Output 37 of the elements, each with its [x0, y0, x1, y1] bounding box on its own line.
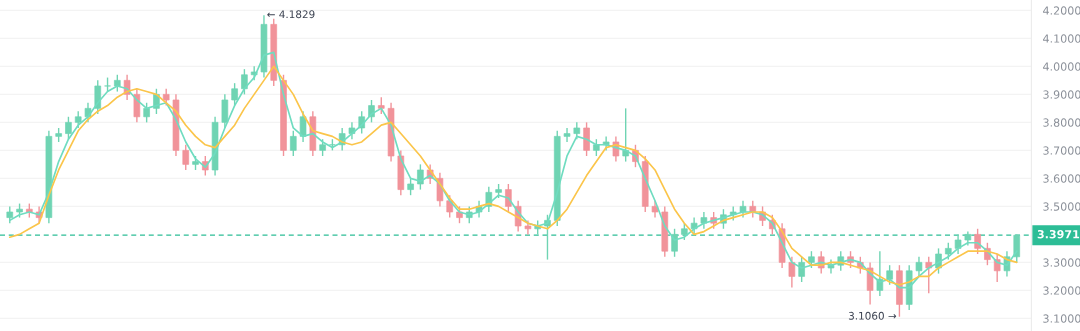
candlestick	[1013, 233, 1021, 264]
y-tick-label: 3.5000	[1043, 202, 1080, 211]
candlestick	[143, 102, 150, 124]
candlestick	[788, 256, 796, 289]
candlestick	[231, 82, 238, 107]
y-tick-label: 3.3000	[1043, 258, 1080, 267]
y-tick-label: 3.8000	[1043, 118, 1080, 127]
candlestick	[798, 256, 805, 283]
candlestick	[241, 68, 248, 96]
candlestick	[133, 88, 141, 124]
annotation: 3.1060 →	[848, 311, 897, 320]
candlestick	[65, 116, 72, 140]
candlestick	[886, 264, 893, 286]
candlestick	[299, 110, 307, 143]
y-tick-label: 4.1000	[1043, 34, 1080, 43]
candlestick	[221, 93, 229, 129]
candlestick	[876, 250, 884, 297]
y-tick-label: 3.1000	[1043, 314, 1080, 323]
candlestick	[583, 121, 590, 157]
y-tick-label: 3.7000	[1043, 146, 1080, 155]
candlestick	[622, 107, 629, 163]
candlestick	[915, 256, 923, 278]
y-tick-label: 3.9000	[1043, 90, 1080, 99]
candlestick	[290, 130, 297, 157]
candlestick	[671, 228, 678, 258]
candlestick	[954, 233, 962, 255]
ref-line-label: 3.3971	[1037, 230, 1080, 239]
candlestick	[925, 256, 933, 294]
y-tick-label: 3.6000	[1043, 174, 1080, 183]
candlestick	[417, 163, 424, 191]
y-tick-label: 4.0000	[1043, 62, 1080, 71]
candlestick	[182, 144, 190, 171]
annotation: ← 4.1829	[267, 10, 315, 19]
y-tick-label: 4.2000	[1043, 6, 1080, 15]
candlestick	[563, 127, 571, 143]
y-tick-label: 3.2000	[1043, 286, 1080, 295]
candlestick	[94, 79, 102, 115]
